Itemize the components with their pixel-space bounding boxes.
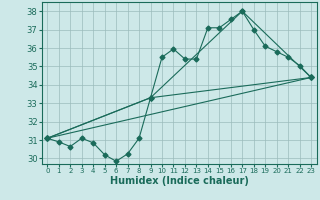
X-axis label: Humidex (Indice chaleur): Humidex (Indice chaleur) (110, 176, 249, 186)
